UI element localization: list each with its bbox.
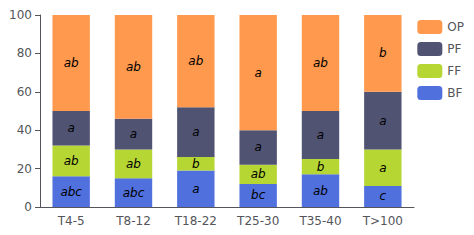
svg-text:T4-5: T4-5 bbox=[57, 214, 85, 228]
svg-text:a: a bbox=[192, 125, 199, 139]
svg-text:a: a bbox=[130, 127, 137, 141]
svg-text:T8-12: T8-12 bbox=[115, 214, 151, 228]
svg-text:ab: ab bbox=[313, 56, 328, 70]
svg-text:ab: ab bbox=[126, 60, 141, 74]
svg-text:T25-30: T25-30 bbox=[236, 214, 279, 228]
svg-text:100: 100 bbox=[9, 8, 32, 22]
svg-text:FF: FF bbox=[447, 64, 461, 78]
svg-text:c: c bbox=[380, 189, 387, 203]
svg-text:a: a bbox=[379, 161, 386, 175]
svg-text:ab: ab bbox=[251, 167, 266, 181]
svg-text:a: a bbox=[67, 121, 74, 135]
svg-text:a: a bbox=[254, 66, 261, 80]
svg-text:b: b bbox=[379, 46, 387, 60]
svg-text:b: b bbox=[192, 157, 200, 171]
svg-text:T18-22: T18-22 bbox=[174, 214, 217, 228]
svg-text:ab: ab bbox=[64, 154, 79, 168]
svg-text:PF: PF bbox=[447, 42, 461, 56]
svg-text:T35-40: T35-40 bbox=[298, 214, 341, 228]
svg-text:abc: abc bbox=[60, 185, 82, 199]
svg-text:ab: ab bbox=[188, 54, 203, 68]
svg-text:40: 40 bbox=[17, 123, 32, 137]
svg-text:BF: BF bbox=[447, 86, 462, 100]
svg-text:20: 20 bbox=[17, 162, 32, 176]
svg-text:abc: abc bbox=[123, 186, 145, 200]
svg-text:a: a bbox=[379, 114, 386, 128]
svg-text:0: 0 bbox=[24, 200, 32, 214]
svg-text:a: a bbox=[317, 128, 324, 142]
svg-text:a: a bbox=[254, 140, 261, 154]
svg-text:60: 60 bbox=[17, 85, 32, 99]
svg-text:ab: ab bbox=[64, 56, 79, 70]
svg-text:b: b bbox=[317, 160, 325, 174]
svg-text:ab: ab bbox=[313, 184, 328, 198]
svg-text:80: 80 bbox=[17, 46, 32, 60]
svg-text:bc: bc bbox=[251, 188, 266, 202]
svg-text:T>100: T>100 bbox=[362, 214, 403, 228]
svg-text:ab: ab bbox=[126, 157, 141, 171]
svg-text:a: a bbox=[192, 182, 199, 196]
svg-text:OP: OP bbox=[447, 20, 464, 34]
